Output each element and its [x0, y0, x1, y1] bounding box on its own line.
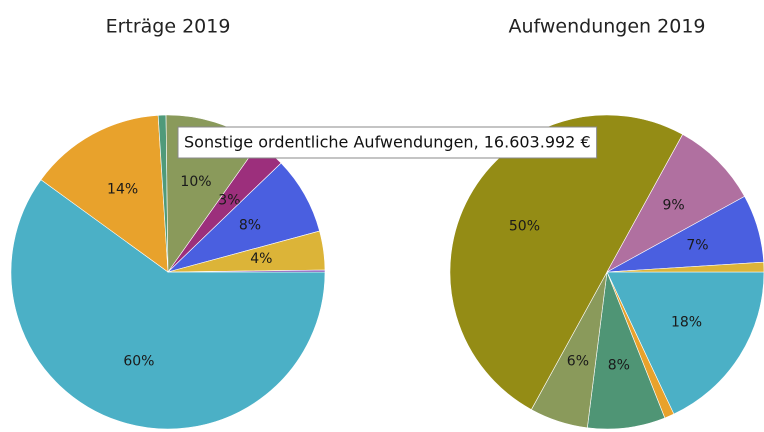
data-label: 8%: [239, 218, 261, 234]
data-label: 60%: [123, 354, 154, 370]
data-label: 14%: [107, 181, 138, 197]
pie-slice: [606, 271, 764, 415]
data-label: 4%: [250, 251, 272, 267]
data-label: 10%: [180, 174, 211, 190]
data-label: 6%: [567, 354, 589, 370]
data-label: 3%: [218, 193, 240, 209]
tooltip-box: [177, 126, 598, 159]
data-label: 7%: [686, 238, 708, 254]
chart-title: Aufwendungen 2019: [509, 16, 706, 38]
data-label: 18%: [671, 314, 702, 330]
chart-title: Erträge 2019: [106, 16, 231, 38]
data-label: 9%: [663, 197, 685, 213]
data-label: 50%: [509, 219, 540, 235]
pie-slice: [10, 179, 326, 430]
pie-slice: [449, 114, 684, 410]
pie-slice: [606, 134, 745, 273]
tooltip: Sonstige ordentliche Aufwendungen, 16.60…: [177, 126, 598, 159]
tooltip-text: Sonstige ordentliche Aufwendungen, 16.60…: [184, 133, 591, 152]
pie-slice: [167, 269, 326, 273]
pie-slice: [40, 114, 169, 273]
data-label: 8%: [608, 357, 630, 373]
